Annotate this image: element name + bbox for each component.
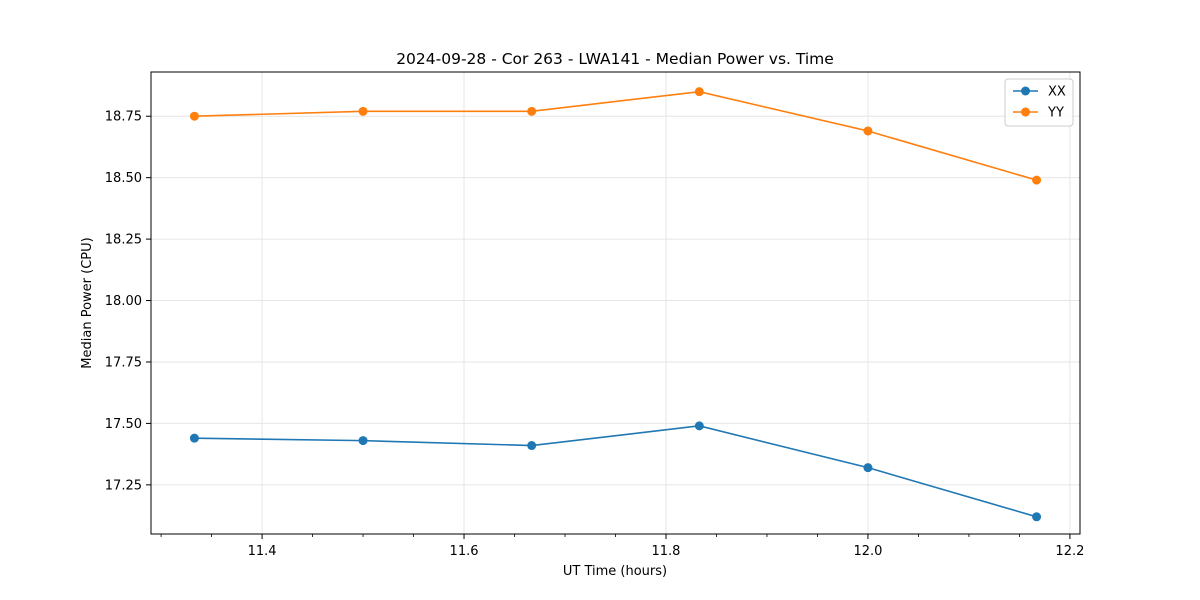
x-axis-ticks: 11.4 11.6 11.8 12.0 12.2	[160, 534, 1084, 559]
y-tick-label: 18.75	[105, 110, 142, 125]
x-tick-label: 12.2	[1055, 544, 1084, 559]
y-tick-label: 17.25	[105, 478, 142, 493]
legend-label-xx: XX	[1048, 85, 1066, 100]
legend-marker-xx	[1021, 86, 1030, 96]
data-point-xx	[189, 433, 199, 443]
data-point-xx	[527, 441, 537, 451]
series-line-xx	[194, 425, 1037, 518]
plot-frame	[150, 71, 1081, 535]
y-tick-label: 18.00	[105, 294, 142, 309]
y-tick-label: 18.50	[105, 171, 142, 186]
data-point-xx	[863, 463, 873, 473]
x-tick-label: 11.6	[450, 544, 479, 559]
x-tick-label: 12.0	[853, 544, 882, 559]
legend-marker-yy	[1021, 107, 1030, 117]
y-tick-label: 17.75	[105, 355, 142, 370]
x-axis-label: UT Time (hours)	[563, 564, 667, 579]
data-point-yy	[694, 87, 704, 97]
data-point-yy	[189, 111, 199, 121]
grid	[151, 72, 1080, 534]
y-tick-label: 18.25	[105, 233, 142, 248]
data-point-yy	[527, 106, 537, 116]
data-point-yy	[358, 106, 368, 116]
y-tick-label: 17.50	[105, 417, 142, 432]
x-tick-label: 11.8	[652, 544, 681, 559]
data-point-yy	[863, 126, 873, 136]
series-line-yy	[194, 90, 1037, 181]
data-point-xx	[1032, 512, 1042, 522]
y-axis-ticks: 17.25 17.50 17.75 18.00 18.25 18.50 18.75	[105, 110, 151, 493]
legend: XX YY	[1004, 78, 1074, 127]
data-point-yy	[1032, 175, 1042, 185]
chart-title: 2024-09-28 - Cor 263 - LWA141 - Median P…	[396, 50, 834, 68]
series-layer	[189, 87, 1042, 522]
x-tick-label: 11.4	[248, 544, 277, 559]
data-point-xx	[358, 436, 368, 446]
legend-label-yy: YY	[1047, 106, 1064, 121]
data-point-xx	[694, 421, 704, 431]
y-axis-label: Median Power (CPU)	[80, 237, 95, 368]
